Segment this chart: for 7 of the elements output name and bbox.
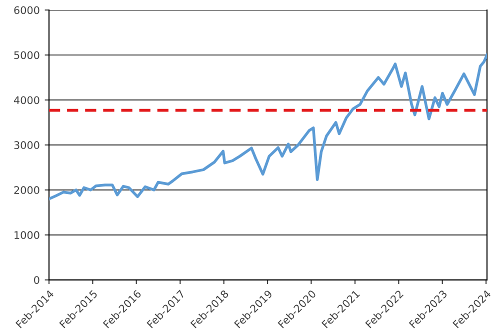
y-tick-label: 6000 [14,6,40,14]
y-tick-label: 1000 [14,231,40,240]
y-tick-label: 0 [34,276,40,284]
y-tick-label: 2000 [14,186,40,194]
y-tick-label: 3000 [14,141,40,150]
y-tick-label: 5000 [14,51,40,60]
y-tick-label: 4000 [14,96,40,104]
